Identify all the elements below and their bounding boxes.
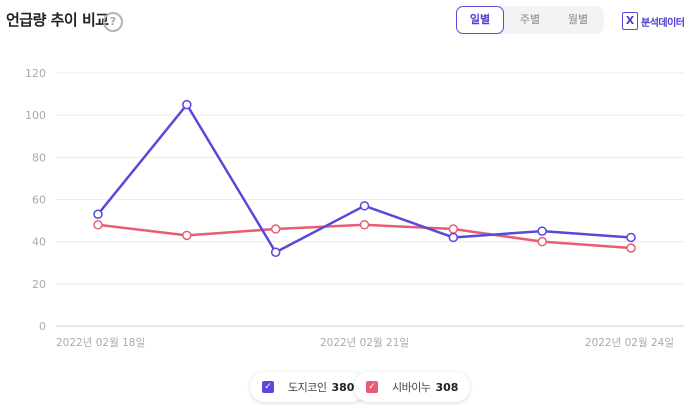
y-tick-label: 80 (32, 151, 46, 164)
data-point[interactable] (448, 232, 459, 243)
help-icon[interactable]: ? (103, 12, 123, 32)
legend-name: 시바이누 (392, 381, 431, 394)
y-tick-label: 20 (32, 278, 46, 291)
x-axis-ticks: 2022년 02월 18일 2022년 02월 21일 2022년 02월 24일 (56, 336, 674, 349)
data-point[interactable] (537, 236, 547, 247)
checkbox-checked-icon: ✓ (366, 381, 378, 393)
data-point[interactable] (270, 247, 281, 257)
export-data-label: 분석데이터 (641, 17, 685, 29)
data-point[interactable] (448, 224, 459, 234)
data-point[interactable] (626, 243, 636, 253)
data-point[interactable] (93, 209, 103, 220)
tab-daily[interactable]: 일별 (456, 6, 504, 34)
data-point[interactable] (182, 230, 192, 241)
data-point[interactable] (93, 220, 103, 230)
legend-total: 308 (435, 380, 459, 394)
data-point[interactable] (359, 220, 370, 230)
chart-legend: ✓ 도지코인 380 ✓ 시바이누 308 (0, 372, 700, 404)
x-tick-label: 2022년 02월 21일 (320, 336, 409, 349)
period-toggle: 일별 주별 월별 (456, 6, 604, 34)
x-tick-label: 2022년 02월 18일 (56, 336, 145, 349)
legend-item-dogecoin[interactable]: ✓ 도지코인 380 (250, 372, 367, 402)
y-tick-label: 0 (39, 320, 46, 333)
y-tick-label: 100 (25, 109, 46, 122)
data-point[interactable] (537, 226, 547, 236)
data-point[interactable] (270, 224, 281, 234)
chart-grid (56, 72, 684, 327)
y-axis-ticks: 0 20 40 60 80 100 120 (25, 67, 46, 333)
tab-monthly[interactable]: 월별 (567, 13, 589, 26)
chart-header: 언급량 추이 비교 ? 일별 주별 월별 X 분석데이터 (0, 0, 700, 44)
data-point[interactable] (182, 99, 192, 110)
legend-item-shibainu[interactable]: ✓ 시바이누 308 (354, 372, 471, 402)
checkbox-checked-icon: ✓ (262, 381, 274, 393)
x-tick-label: 2022년 02월 24일 (585, 336, 674, 349)
data-point[interactable] (359, 201, 370, 211)
legend-total: 380 (331, 380, 355, 394)
excel-x-icon: X (622, 12, 638, 30)
tab-weekly[interactable]: 주별 (519, 13, 541, 26)
legend-name: 도지코인 (288, 381, 327, 394)
export-data-button[interactable]: X 분석데이터 (622, 10, 685, 32)
chart-series (93, 99, 636, 257)
y-tick-label: 60 (32, 194, 46, 207)
page-title: 언급량 추이 비교 (6, 11, 109, 29)
y-tick-label: 120 (25, 67, 46, 80)
data-point[interactable] (626, 232, 636, 243)
y-tick-label: 40 (32, 236, 46, 249)
series-line (96, 103, 633, 254)
